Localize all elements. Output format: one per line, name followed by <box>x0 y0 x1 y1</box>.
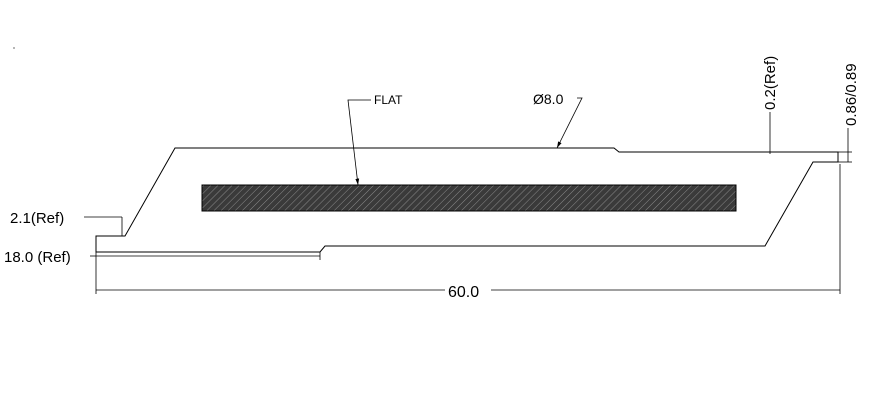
flat-leader <box>347 99 371 186</box>
ref-21-label: 2.1(Ref) <box>10 210 64 227</box>
diameter-leader <box>556 97 583 149</box>
length-label: 60.0 <box>448 284 479 301</box>
stray-dot <box>13 47 15 49</box>
ref-02-label: 0.2(Ref) <box>762 56 779 110</box>
flat-label: FLAT <box>374 93 403 107</box>
dim-086-label: 0.86/0.89 <box>843 63 860 126</box>
flat-hatch-region <box>201 184 737 212</box>
diameter-label: Ø8.0 <box>533 91 564 107</box>
ref-180-label: 18.0 (Ref) <box>4 249 71 266</box>
part-outline <box>95 147 839 253</box>
